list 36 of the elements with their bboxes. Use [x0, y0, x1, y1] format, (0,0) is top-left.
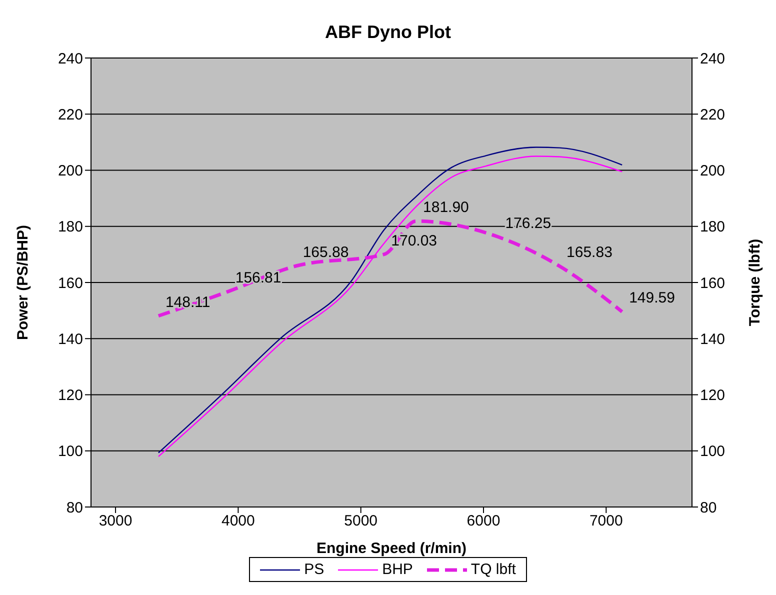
y-tick-label: 200 [58, 162, 83, 180]
x-tick-label: 6000 [466, 512, 500, 530]
data-label: 165.83 [566, 244, 612, 262]
x-axis-title: Engine Speed (r/min) [316, 540, 467, 557]
data-label: 170.03 [391, 232, 438, 250]
y2-tick-label: 180 [700, 218, 726, 236]
legend-label: TQ lbft [470, 561, 516, 578]
y2-tick-label: 100 [700, 443, 726, 460]
y2-axis-title: Torque (lbft) [746, 238, 764, 326]
data-label: 181.90 [423, 199, 469, 216]
x-tick-label: 4000 [221, 512, 255, 530]
data-label: 149.59 [629, 290, 675, 307]
y2-tick-label: 200 [700, 162, 726, 180]
y-tick-label: 180 [58, 218, 83, 236]
y-tick-label: 120 [58, 387, 83, 404]
y-tick-label: 160 [58, 274, 83, 292]
y2-tick-label: 240 [700, 50, 726, 68]
y-tick-label: 80 [66, 499, 83, 516]
y2-tick-label: 140 [700, 330, 726, 348]
y-tick-label: 240 [58, 50, 83, 68]
chart-title: ABF Dyno Plot [324, 21, 452, 44]
x-tick-label: 7000 [589, 512, 623, 530]
y2-tick-label: 120 [700, 387, 726, 404]
legend-label: PS [303, 561, 324, 578]
x-tick-label: 3000 [98, 512, 132, 530]
y2-tick-label: 220 [700, 106, 726, 124]
y2-tick-label: 80 [700, 499, 717, 516]
y2-tick-label: 160 [700, 274, 726, 292]
y-tick-label: 220 [58, 106, 83, 124]
legend-label: BHP [381, 561, 413, 578]
y-tick-label: 100 [58, 443, 83, 460]
y-tick-label: 140 [58, 330, 83, 348]
data-label: 165.88 [302, 244, 349, 261]
y-axis-title: Power (PS/BHP) [14, 224, 32, 340]
x-tick-label: 5000 [344, 512, 378, 530]
line-series [156, 219, 624, 318]
